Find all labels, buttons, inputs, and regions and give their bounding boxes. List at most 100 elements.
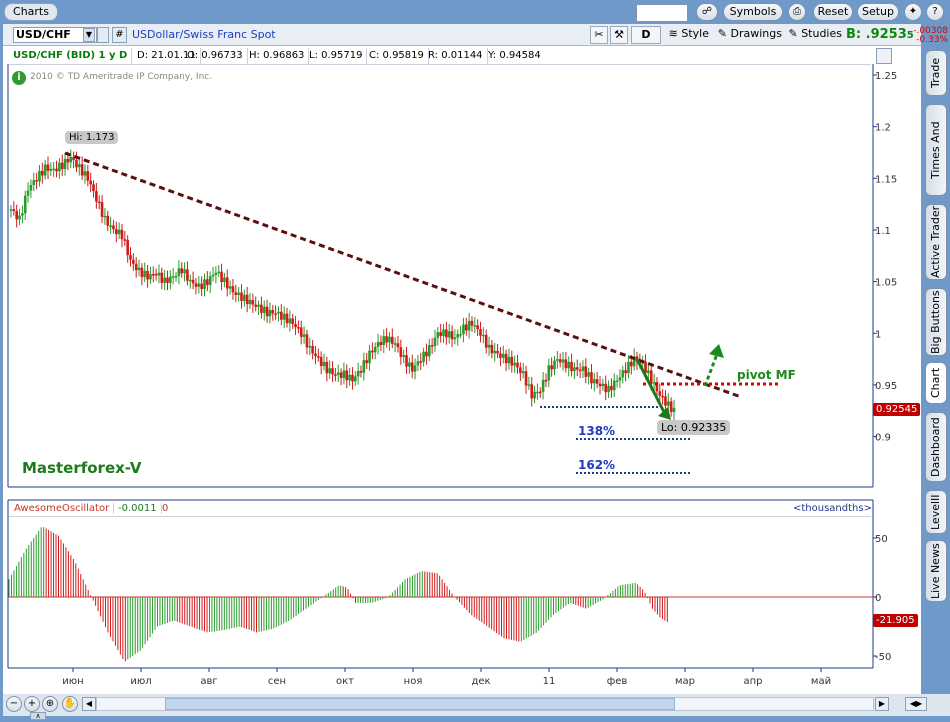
symbol-input[interactable]: USD/CHF: [13, 27, 97, 43]
info-y: Y: 0.94584: [488, 50, 541, 61]
chart-settings-icon[interactable]: [876, 48, 892, 64]
candle-body: [80, 164, 84, 176]
wrench-icon[interactable]: ⚒: [610, 26, 628, 44]
candle-body: [188, 279, 192, 282]
sidebar-tab-dashboard[interactable]: Dashboard: [925, 412, 947, 482]
studies-button[interactable]: ✎ Studies: [786, 26, 842, 44]
sidebar: Trade Times And Sales Active Trader Big …: [921, 46, 950, 694]
candle-body: [607, 385, 610, 393]
candle-body: [223, 277, 226, 283]
sidebar-tab-active-trader[interactable]: Active Trader: [925, 204, 947, 280]
candle-body: [109, 225, 112, 227]
candle-body: [92, 184, 95, 192]
candle-body: [41, 170, 44, 176]
osc-name[interactable]: AwesomeOscillator: [14, 503, 115, 514]
info-low: L: 0.95719: [305, 48, 368, 64]
expand-icon[interactable]: ◀▶: [905, 697, 927, 711]
sidebar-tab-times-and-sales[interactable]: Times And Sales: [925, 104, 950, 196]
candle-body: [399, 347, 403, 357]
candle-body: [499, 353, 502, 358]
candle-body: [396, 343, 400, 348]
candle-body: [598, 383, 602, 387]
sidebar-tab-live-news[interactable]: Live News: [925, 540, 947, 602]
reset-button[interactable]: Reset: [813, 3, 853, 21]
candle-body: [262, 306, 266, 313]
zoom-fit-icon[interactable]: ⊕: [42, 696, 58, 712]
price-tick-label: 1.05: [875, 278, 897, 289]
candle-body: [89, 180, 92, 185]
candle-body: [621, 370, 625, 378]
copyright: 2010 © TD Ameritrade IP Company, Inc.: [30, 72, 213, 82]
help-icon[interactable]: ?: [926, 3, 944, 21]
grid-icon[interactable]: [97, 27, 109, 43]
sidebar-tab-trade[interactable]: Trade: [925, 50, 947, 96]
scroll-right-icon[interactable]: ▶: [875, 697, 889, 711]
candle-body: [473, 325, 477, 327]
osc-zero: 0: [162, 503, 169, 514]
style-button[interactable]: ≋ Style: [667, 26, 709, 44]
collapse-icon[interactable]: ∧: [30, 712, 46, 720]
studies-icon: ✎: [788, 27, 798, 40]
scrollbar-thumb[interactable]: [165, 698, 675, 710]
candle-body: [658, 391, 662, 396]
candle-body: [274, 313, 277, 315]
candle-body: [325, 361, 329, 374]
hash-button[interactable]: #: [112, 27, 127, 43]
candle-body: [433, 337, 437, 346]
chart-area[interactable]: [3, 46, 921, 694]
candle-body: [655, 382, 659, 392]
hand-icon[interactable]: ✋: [62, 696, 78, 712]
scroll-left-icon[interactable]: ◀: [82, 697, 96, 711]
candle-body: [52, 168, 55, 171]
candle-body: [171, 276, 175, 278]
candle-body: [484, 334, 488, 348]
zoom-in-icon[interactable]: +: [24, 696, 40, 712]
pivot-label: pivot MF: [737, 368, 796, 382]
candle-body: [277, 311, 280, 314]
x-tick-label: ноя: [404, 676, 423, 687]
print-icon[interactable]: ⎙: [788, 3, 806, 21]
link-icon[interactable]: ☍: [696, 3, 718, 21]
down-arrow-head: [658, 407, 671, 420]
x-tick-label: дек: [471, 676, 490, 687]
sidebar-tab-levelii[interactable]: LevelII: [925, 490, 947, 534]
drawings-button[interactable]: ✎ Drawings: [712, 26, 782, 44]
candle-body: [15, 210, 18, 220]
symbol-dropdown-icon[interactable]: ▼: [83, 28, 95, 42]
candle-body: [214, 272, 218, 275]
pin-icon[interactable]: ✦: [904, 3, 922, 21]
trendline[interactable]: [64, 151, 742, 399]
candle-body: [75, 159, 78, 168]
change-pct: -0.33%: [916, 35, 948, 45]
candle-body: [254, 304, 258, 307]
candle-body: [228, 286, 232, 289]
tools-icon[interactable]: ✂: [590, 26, 608, 44]
candle-body: [504, 353, 508, 364]
candle-body: [217, 271, 221, 274]
osc-header: [9, 501, 871, 517]
sidebar-tab-big-buttons[interactable]: Big Buttons: [925, 288, 947, 356]
candle-body: [132, 259, 135, 264]
candle-body: [402, 355, 405, 357]
candle-body: [29, 184, 33, 191]
candle-body: [425, 351, 428, 357]
up-arrow: [703, 353, 719, 387]
setup-button[interactable]: Setup: [857, 3, 899, 21]
candle-body: [610, 385, 613, 391]
symbols-button[interactable]: Symbols: [723, 3, 783, 21]
candle-body: [26, 190, 30, 196]
period-button[interactable]: D: [631, 26, 661, 44]
zoom-out-icon[interactable]: −: [6, 696, 22, 712]
candle-body: [601, 383, 605, 387]
candle-body: [243, 294, 246, 301]
candle-body: [43, 164, 47, 176]
candle-body: [319, 356, 323, 367]
search-input[interactable]: [636, 4, 688, 22]
candle-body: [240, 292, 243, 301]
sidebar-tab-chart[interactable]: Chart: [925, 362, 947, 404]
candle-body: [294, 324, 297, 328]
fib-162-label: 162%: [578, 458, 616, 472]
tab-charts[interactable]: Charts: [4, 3, 58, 21]
info-icon[interactable]: i: [12, 71, 26, 85]
candle-body: [112, 225, 115, 230]
